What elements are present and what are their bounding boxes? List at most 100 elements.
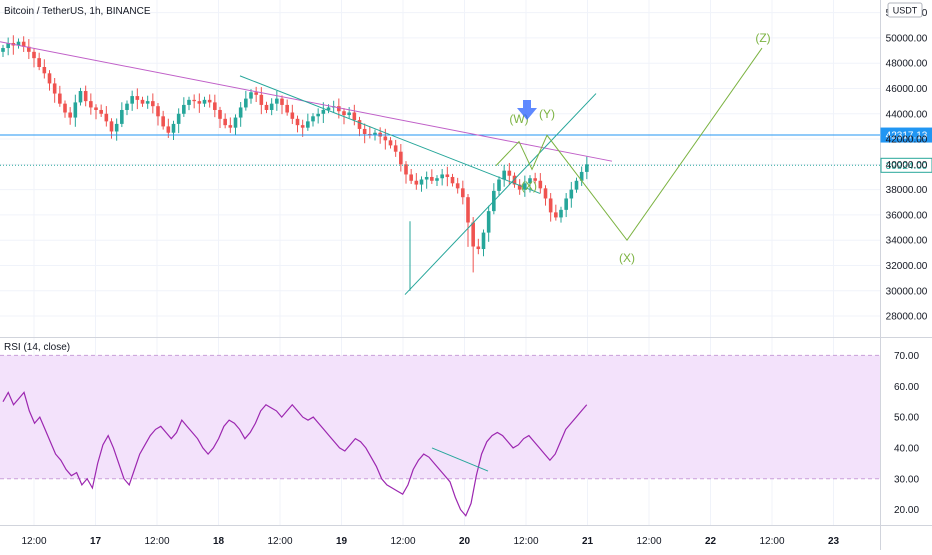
- time-tick-label: 12:00: [759, 536, 784, 547]
- candle-body: [58, 93, 62, 104]
- time-tick-label: 22: [705, 536, 717, 547]
- candle-body: [73, 102, 78, 118]
- candle-body: [135, 96, 140, 100]
- candle-body: [16, 41, 21, 46]
- price-tick-label: 40000.00: [886, 160, 928, 171]
- candle-body: [435, 178, 439, 181]
- candle-body: [161, 116, 165, 127]
- teal-uptrend-line: [404, 93, 597, 295]
- candle-body: [259, 94, 264, 105]
- candle-body: [68, 112, 72, 118]
- candle-body: [445, 174, 450, 177]
- candle-body: [244, 98, 248, 108]
- candle-body: [27, 46, 31, 52]
- price-mark-label: 42317.13: [886, 131, 928, 142]
- candle-body: [404, 164, 408, 175]
- candle-body: [342, 111, 346, 116]
- rsi-tick-label: 70.00: [894, 351, 919, 362]
- candle-body: [414, 180, 419, 185]
- candle-body: [373, 132, 377, 136]
- candle-body: [347, 112, 351, 116]
- rsi-tick-label: 40.00: [894, 443, 919, 454]
- candle-body: [326, 107, 331, 110]
- candle-body: [156, 106, 160, 117]
- candle-body: [104, 113, 109, 122]
- candle-body: [197, 101, 202, 104]
- currency-label: USDT: [893, 6, 918, 16]
- candle-body: [306, 121, 310, 128]
- candle-body: [517, 184, 522, 190]
- candle-body: [233, 117, 238, 128]
- time-tick-label: 20: [459, 536, 471, 547]
- candle-body: [295, 118, 300, 126]
- currency-badge[interactable]: [887, 2, 923, 18]
- candle-body: [1, 48, 5, 52]
- candle-body: [218, 109, 222, 119]
- candle-body: [450, 176, 455, 184]
- time-tick-label: 12:00: [267, 536, 292, 547]
- candle-body: [207, 99, 212, 103]
- candle-body: [430, 176, 434, 181]
- candle-body: [311, 116, 315, 122]
- candle-body: [579, 171, 584, 181]
- price-tick-label: 34000.00: [886, 236, 928, 247]
- candle-body: [383, 136, 388, 141]
- blue-arrow-down-icon: [517, 100, 537, 120]
- candle-body: [83, 91, 88, 102]
- candle-body: [94, 107, 98, 110]
- price-mark-label: 39924.00: [886, 161, 928, 172]
- candle-body: [564, 198, 568, 210]
- candle-body: [114, 123, 119, 132]
- wave-label: (X): [521, 179, 537, 193]
- price-tick-label: 48000.00: [886, 59, 928, 70]
- candle-body: [476, 246, 481, 250]
- candle-body: [481, 232, 486, 250]
- candle-body: [502, 170, 506, 180]
- wave-label: (Y): [539, 107, 555, 121]
- candle-body: [574, 180, 579, 190]
- candle-body: [548, 198, 553, 213]
- candle-body: [533, 178, 537, 181]
- candle-body: [47, 73, 52, 84]
- candle-body: [264, 104, 269, 110]
- candle-body: [280, 98, 284, 105]
- candle-body: [145, 101, 150, 104]
- candle-body: [78, 91, 83, 103]
- time-tick-label: 12:00: [390, 536, 415, 547]
- teal-downtrend-line: [239, 75, 541, 194]
- candle-body: [213, 102, 217, 110]
- candle-body: [538, 180, 543, 189]
- candle-body: [130, 96, 134, 104]
- candle-body: [528, 178, 532, 184]
- candle-body: [440, 174, 444, 179]
- time-tick-label: 21: [582, 536, 594, 547]
- candle-body: [466, 197, 470, 223]
- candle-body: [275, 98, 279, 104]
- time-tick-label: 12:00: [144, 536, 169, 547]
- candle-body: [171, 123, 176, 133]
- candle-body: [507, 170, 512, 176]
- drawings-layer: (W)(X)(Y)(X)(Z): [0, 31, 880, 295]
- rsi-band: [0, 355, 880, 479]
- candle-body: [455, 183, 460, 189]
- candle-body: [223, 118, 227, 126]
- candle-body: [21, 41, 26, 47]
- candle-body: [140, 99, 145, 104]
- candle-body: [99, 109, 103, 114]
- candle-body: [249, 92, 253, 99]
- symbol-title: Bitcoin / TetherUS, 1h, BINANCE: [4, 6, 151, 17]
- candle-body: [285, 104, 289, 113]
- candle-body: [352, 112, 357, 121]
- candle-body: [176, 113, 181, 124]
- candle-body: [125, 103, 129, 110]
- candle-body: [37, 58, 41, 67]
- rsi-tick-label: 60.00: [894, 382, 919, 393]
- candle-body: [6, 42, 10, 49]
- time-tick-label: 12:00: [21, 536, 46, 547]
- candle-body: [393, 145, 398, 152]
- candle-body: [109, 121, 114, 132]
- candle-body: [202, 99, 207, 104]
- rsi-tick-label: 30.00: [894, 474, 919, 485]
